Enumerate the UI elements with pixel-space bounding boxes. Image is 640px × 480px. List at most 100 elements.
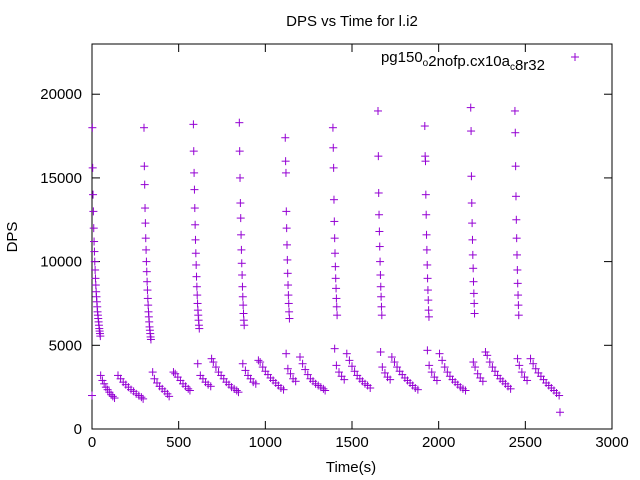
data-point [88, 163, 97, 172]
data-point [169, 368, 178, 377]
y-tick-label: 15000 [40, 170, 82, 187]
data-point [468, 235, 477, 244]
data-point [512, 234, 521, 243]
data-point [422, 210, 431, 219]
data-point [190, 204, 199, 213]
data-point [237, 245, 246, 254]
data-point [332, 284, 341, 293]
data-point [140, 180, 149, 189]
data-point [141, 204, 150, 213]
data-point [424, 312, 433, 321]
data-point [282, 224, 291, 233]
data-point [330, 234, 339, 243]
data-point [89, 224, 98, 233]
x-axis-label: Time(s) [326, 459, 376, 476]
data-point [511, 162, 520, 171]
data-point [281, 168, 290, 177]
y-tick-label: 20000 [40, 86, 82, 103]
data-point [193, 359, 202, 368]
data-point [91, 265, 100, 274]
data-point [319, 384, 328, 393]
data-point [422, 245, 431, 254]
data-point [142, 257, 151, 266]
data-point [301, 365, 310, 374]
data-point [139, 394, 148, 403]
data-point [511, 192, 520, 201]
x-tick-label: 500 [166, 434, 191, 451]
data-point [470, 299, 479, 308]
data-point [513, 265, 522, 274]
data-point [331, 274, 340, 283]
data-point [235, 118, 244, 127]
data-point [108, 392, 117, 401]
data-point [329, 143, 338, 152]
data-point [235, 147, 244, 156]
legend-marker [571, 53, 579, 61]
data-point [329, 163, 338, 172]
data-point [423, 346, 432, 355]
data-point [443, 368, 452, 377]
data-point [234, 388, 243, 397]
data-point [141, 219, 150, 228]
data-point [374, 188, 383, 197]
data-point [211, 363, 220, 372]
data-point [340, 375, 349, 384]
data-point [467, 199, 476, 208]
data-point [514, 311, 523, 320]
data-point [374, 152, 383, 161]
data-point [285, 307, 294, 316]
data-point [251, 379, 260, 388]
data-point [256, 358, 265, 367]
data-point [209, 358, 218, 367]
data-point [478, 377, 487, 386]
data-point [237, 230, 246, 239]
data-point [425, 361, 434, 370]
data-point [529, 359, 538, 368]
data-point [469, 264, 478, 273]
data-point [237, 259, 246, 268]
data-point [423, 286, 432, 295]
data-point [283, 269, 292, 278]
data-point [376, 271, 385, 279]
data-point [236, 214, 245, 223]
x-tick-label: 2000 [422, 434, 455, 451]
data-point [296, 353, 304, 362]
data-point [526, 354, 535, 363]
data-point [191, 249, 200, 258]
data-point [331, 262, 340, 271]
data-point [282, 349, 291, 358]
data-point [555, 391, 564, 400]
data-point [331, 249, 340, 258]
data-point [468, 219, 477, 228]
x-tick-label: 2500 [509, 434, 542, 451]
data-point [469, 277, 478, 286]
data-point [184, 384, 193, 393]
data-point [329, 195, 338, 204]
data-point [330, 217, 339, 226]
data-point [517, 368, 526, 377]
data-point [386, 375, 395, 384]
data-point [90, 247, 99, 256]
data-point [291, 377, 300, 386]
data-point [374, 106, 382, 115]
data-point [185, 386, 194, 395]
data-point [89, 190, 98, 199]
data-point [238, 271, 247, 279]
data-point [142, 245, 151, 254]
data-point [90, 257, 99, 266]
data-point [467, 127, 476, 136]
data-point [279, 385, 288, 394]
data-point [189, 147, 198, 156]
data-point [377, 292, 386, 301]
data-point [342, 349, 351, 358]
data-point [140, 162, 149, 171]
data-point [238, 359, 247, 368]
data-point [438, 356, 447, 365]
data-point [281, 157, 290, 166]
data-point [239, 309, 248, 318]
data-point [283, 255, 292, 264]
data-point [393, 363, 402, 372]
data-point [236, 173, 245, 182]
data-point [377, 311, 386, 320]
data-point [283, 240, 291, 249]
